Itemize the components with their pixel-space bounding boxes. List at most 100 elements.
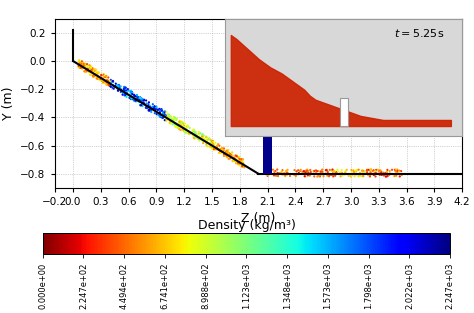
Point bbox=[97, 72, 105, 77]
Point bbox=[314, 173, 322, 178]
Point bbox=[142, 105, 150, 110]
Point bbox=[156, 107, 164, 112]
Point bbox=[102, 73, 110, 78]
Point bbox=[210, 146, 217, 151]
Point bbox=[184, 130, 192, 135]
Point bbox=[343, 167, 350, 172]
Point bbox=[292, 174, 300, 179]
Point bbox=[206, 136, 213, 141]
Point bbox=[139, 101, 146, 106]
Point bbox=[81, 69, 88, 74]
Point bbox=[222, 149, 230, 154]
Point bbox=[319, 170, 326, 175]
Point bbox=[93, 69, 101, 74]
Point bbox=[116, 86, 124, 91]
Point bbox=[382, 174, 390, 179]
Point bbox=[105, 80, 113, 85]
Point bbox=[184, 124, 192, 129]
Point bbox=[145, 108, 153, 113]
Point bbox=[92, 73, 100, 78]
Point bbox=[197, 137, 205, 142]
Point bbox=[284, 167, 292, 172]
Point bbox=[236, 160, 243, 165]
Point bbox=[350, 169, 358, 174]
Point bbox=[114, 82, 121, 87]
Point bbox=[105, 83, 113, 88]
Point bbox=[152, 105, 160, 110]
Point bbox=[208, 142, 216, 147]
Point bbox=[111, 84, 118, 89]
Point bbox=[367, 167, 374, 172]
Point bbox=[77, 65, 85, 70]
Point bbox=[137, 95, 144, 100]
Point bbox=[396, 174, 403, 179]
Point bbox=[161, 109, 169, 114]
Point bbox=[220, 153, 228, 158]
Point bbox=[376, 171, 383, 176]
Point bbox=[208, 141, 216, 146]
Point bbox=[156, 114, 164, 119]
Point bbox=[300, 168, 308, 173]
Point bbox=[88, 65, 95, 70]
Point bbox=[217, 151, 225, 156]
Point bbox=[356, 171, 364, 176]
Point bbox=[171, 117, 179, 122]
Point bbox=[264, 173, 272, 178]
Point bbox=[166, 121, 173, 126]
Point bbox=[130, 93, 138, 98]
Point bbox=[188, 130, 196, 135]
Point bbox=[239, 160, 246, 165]
Point bbox=[339, 173, 346, 178]
Point bbox=[97, 78, 105, 83]
Point bbox=[283, 168, 290, 173]
Point bbox=[101, 80, 109, 85]
Point bbox=[187, 131, 195, 136]
Point bbox=[83, 68, 91, 73]
Point bbox=[200, 136, 208, 141]
Point bbox=[164, 115, 172, 120]
Point bbox=[167, 114, 174, 119]
Point bbox=[128, 90, 135, 95]
Point bbox=[376, 168, 384, 173]
Point bbox=[99, 78, 107, 83]
Point bbox=[103, 78, 111, 83]
Point bbox=[110, 86, 118, 91]
Point bbox=[361, 171, 368, 176]
Point bbox=[101, 74, 109, 79]
Point bbox=[219, 149, 226, 154]
Point bbox=[236, 156, 243, 162]
Point bbox=[125, 93, 132, 98]
Point bbox=[158, 108, 165, 113]
Point bbox=[270, 173, 278, 178]
Point bbox=[115, 86, 123, 91]
Point bbox=[128, 96, 136, 101]
Point bbox=[97, 76, 104, 81]
Point bbox=[105, 78, 112, 83]
Point bbox=[135, 97, 142, 102]
Point bbox=[179, 125, 187, 130]
Point bbox=[75, 59, 82, 64]
Point bbox=[165, 112, 173, 117]
Point bbox=[156, 110, 164, 115]
Point bbox=[175, 121, 182, 126]
Point bbox=[184, 123, 191, 128]
Point bbox=[179, 124, 186, 129]
Point bbox=[199, 134, 206, 139]
Point bbox=[186, 126, 193, 131]
Point bbox=[79, 64, 86, 69]
Point bbox=[149, 105, 156, 110]
Point bbox=[303, 169, 311, 174]
Point bbox=[189, 128, 197, 133]
Point bbox=[209, 138, 217, 143]
Point bbox=[191, 134, 199, 139]
Point bbox=[138, 96, 146, 101]
Point bbox=[235, 155, 242, 160]
Point bbox=[160, 114, 168, 119]
Point bbox=[160, 111, 167, 116]
Point bbox=[206, 145, 214, 150]
Point bbox=[219, 146, 226, 151]
Point bbox=[160, 109, 168, 114]
Point bbox=[372, 169, 379, 174]
Point bbox=[130, 92, 138, 97]
Point bbox=[135, 95, 143, 100]
